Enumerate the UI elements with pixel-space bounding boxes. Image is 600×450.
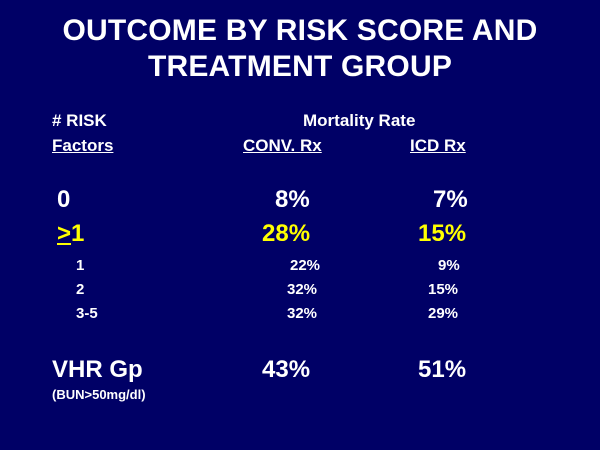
risk-label-ge1: >1 — [57, 220, 84, 248]
conv-value-2: 32% — [287, 281, 318, 298]
conv-value-ge1: 28% — [262, 220, 311, 247]
risk-label-3-5: 3-5 — [76, 305, 98, 322]
slide-title-line-2: TREATMENT GROUP — [147, 50, 453, 83]
conv-value-3-5: 32% — [287, 305, 318, 322]
vhr-group-note: (BUN>50mg/dl) — [52, 387, 146, 402]
conv-rx-header: CONV. Rx — [243, 136, 322, 155]
conv-value-0: 8% — [275, 186, 310, 213]
icd-rx-header: ICD Rx — [410, 136, 466, 155]
risk-label-ge1-number: 1 — [71, 220, 85, 247]
icd-value-0: 7% — [433, 186, 468, 213]
factors-header: Factors — [52, 136, 114, 155]
risk-label-1: 1 — [76, 257, 85, 274]
risk-label-0: 0 — [57, 186, 71, 213]
mortality-rate-header: Mortality Rate — [303, 111, 416, 130]
icd-value-3-5: 29% — [428, 305, 459, 322]
slide-title-line-1: OUTCOME BY RISK SCORE AND — [62, 14, 538, 47]
vhr-conv-value: 43% — [262, 356, 311, 383]
icd-value-ge1: 15% — [418, 220, 467, 247]
risk-label-2: 2 — [76, 281, 85, 298]
icd-value-2: 15% — [428, 281, 459, 298]
risk-header: # RISK — [52, 111, 107, 130]
icd-value-1: 9% — [438, 257, 460, 274]
vhr-group-label: VHR Gp — [52, 356, 143, 383]
conv-value-1: 22% — [290, 257, 321, 274]
vhr-icd-value: 51% — [418, 356, 467, 383]
risk-label-ge1-symbol: > — [57, 220, 72, 247]
